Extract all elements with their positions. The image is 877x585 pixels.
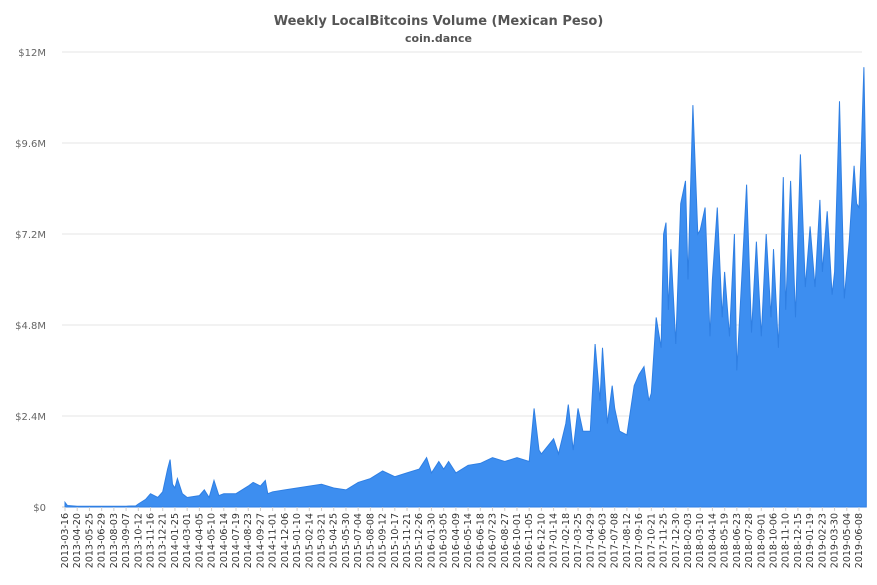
x-tick-label: 2014-07-19 (231, 513, 242, 568)
x-tick-label: 2017-03-25 (573, 513, 584, 568)
x-tick-label: 2016-12-10 (536, 513, 547, 568)
x-tick-label: 2013-05-25 (84, 513, 95, 568)
x-tick-label: 2013-10-12 (133, 513, 144, 568)
x-tick-label: 2014-11-01 (268, 513, 279, 568)
x-axis: 2013-03-16 2013-04-20 2013-05-25 2013-06-29… (60, 507, 865, 568)
x-tick-label: 2016-07-23 (488, 513, 499, 568)
x-tick-label: 2016-04-09 (451, 513, 462, 568)
x-tick-label: 2017-01-14 (549, 513, 560, 568)
x-tick-label: 2014-08-23 (243, 513, 254, 568)
x-tick-label: 2015-01-10 (292, 513, 303, 568)
x-tick-label: 2016-01-30 (426, 513, 437, 568)
x-tick-label: 2019-06-08 (854, 513, 865, 568)
x-tick-label: 2019-02-23 (817, 513, 828, 568)
x-tick-label: 2014-06-14 (219, 513, 230, 568)
x-tick-label: 2015-12-26 (414, 513, 425, 568)
x-tick-label: 2016-03-05 (439, 513, 450, 568)
chart-title: Weekly LocalBitcoins Volume (Mexican Pes… (273, 14, 604, 29)
y-tick-label: $0 (33, 503, 46, 514)
x-tick-label: 2017-02-18 (561, 513, 572, 568)
x-tick-label: 2019-03-30 (830, 513, 841, 568)
x-tick-label: 2014-05-10 (207, 513, 218, 568)
x-tick-label: 2016-10-01 (512, 513, 523, 568)
x-tick-label: 2013-12-21 (158, 513, 169, 568)
x-tick-label: 2016-05-14 (463, 513, 474, 568)
x-tick-label: 2017-09-16 (634, 513, 645, 568)
x-tick-label: 2013-06-29 (97, 513, 108, 568)
x-tick-label: 2017-12-30 (671, 513, 682, 568)
x-tick-label: 2013-03-16 (60, 513, 71, 568)
x-tick-label: 2018-03-10 (695, 513, 706, 568)
x-tick-label: 2015-11-21 (402, 513, 413, 568)
x-tick-label: 2018-07-28 (744, 513, 755, 568)
x-tick-label: 2014-03-01 (182, 513, 193, 568)
x-tick-label: 2015-08-08 (365, 513, 376, 568)
x-tick-label: 2017-10-21 (646, 513, 657, 568)
x-tick-label: 2015-03-21 (317, 513, 328, 568)
x-tick-label: 2018-04-14 (707, 513, 718, 568)
x-tick-label: 2015-04-25 (329, 513, 340, 568)
x-tick-label: 2018-10-06 (768, 513, 779, 568)
y-axis: $0 $2.4M $4.8M $7.2M $9.6M $12M (15, 48, 46, 514)
y-tick-label: $9.6M (15, 139, 46, 150)
x-tick-label: 2017-04-29 (585, 513, 596, 568)
x-tick-label: 2018-09-01 (756, 513, 767, 568)
x-tick-label: 2014-04-05 (194, 513, 205, 568)
x-tick-label: 2014-09-27 (255, 513, 266, 568)
y-tick-label: $12M (18, 48, 46, 59)
chart-subtitle: coin.dance (405, 32, 472, 45)
x-tick-label: 2016-06-18 (475, 513, 486, 568)
x-tick-label: 2018-02-03 (683, 513, 694, 568)
x-tick-label: 2016-08-27 (500, 513, 511, 568)
x-tick-label: 2017-08-12 (622, 513, 633, 568)
x-tick-label: 2015-05-30 (341, 513, 352, 568)
x-tick-label: 2017-07-08 (610, 513, 621, 568)
x-tick-label: 2015-09-12 (378, 513, 389, 568)
x-tick-label: 2019-05-04 (842, 513, 853, 568)
x-tick-label: 2016-11-05 (524, 513, 535, 568)
x-tick-label: 2018-05-19 (720, 513, 731, 568)
y-tick-label: $7.2M (15, 230, 46, 241)
series-area (64, 67, 867, 508)
x-tick-label: 2014-12-06 (280, 513, 291, 568)
x-tick-label: 2018-06-23 (732, 513, 743, 568)
x-tick-label: 2015-02-14 (304, 513, 315, 568)
volume-area (64, 67, 867, 508)
x-tick-label: 2018-12-15 (793, 513, 804, 568)
x-tick-label: 2018-11-10 (781, 513, 792, 568)
y-tick-label: $2.4M (15, 412, 46, 423)
x-tick-label: 2013-09-07 (121, 513, 132, 568)
x-tick-label: 2013-08-03 (109, 513, 120, 568)
y-tick-label: $4.8M (15, 321, 46, 332)
x-tick-label: 2015-07-04 (353, 513, 364, 568)
x-tick-label: 2013-11-16 (146, 513, 157, 568)
x-tick-label: 2013-04-20 (72, 513, 83, 568)
x-tick-label: 2019-01-19 (805, 513, 816, 568)
x-tick-label: 2014-01-25 (170, 513, 181, 568)
x-tick-label: 2015-10-17 (390, 513, 401, 568)
x-tick-label: 2017-06-03 (597, 513, 608, 568)
x-tick-label: 2017-11-25 (659, 513, 670, 568)
